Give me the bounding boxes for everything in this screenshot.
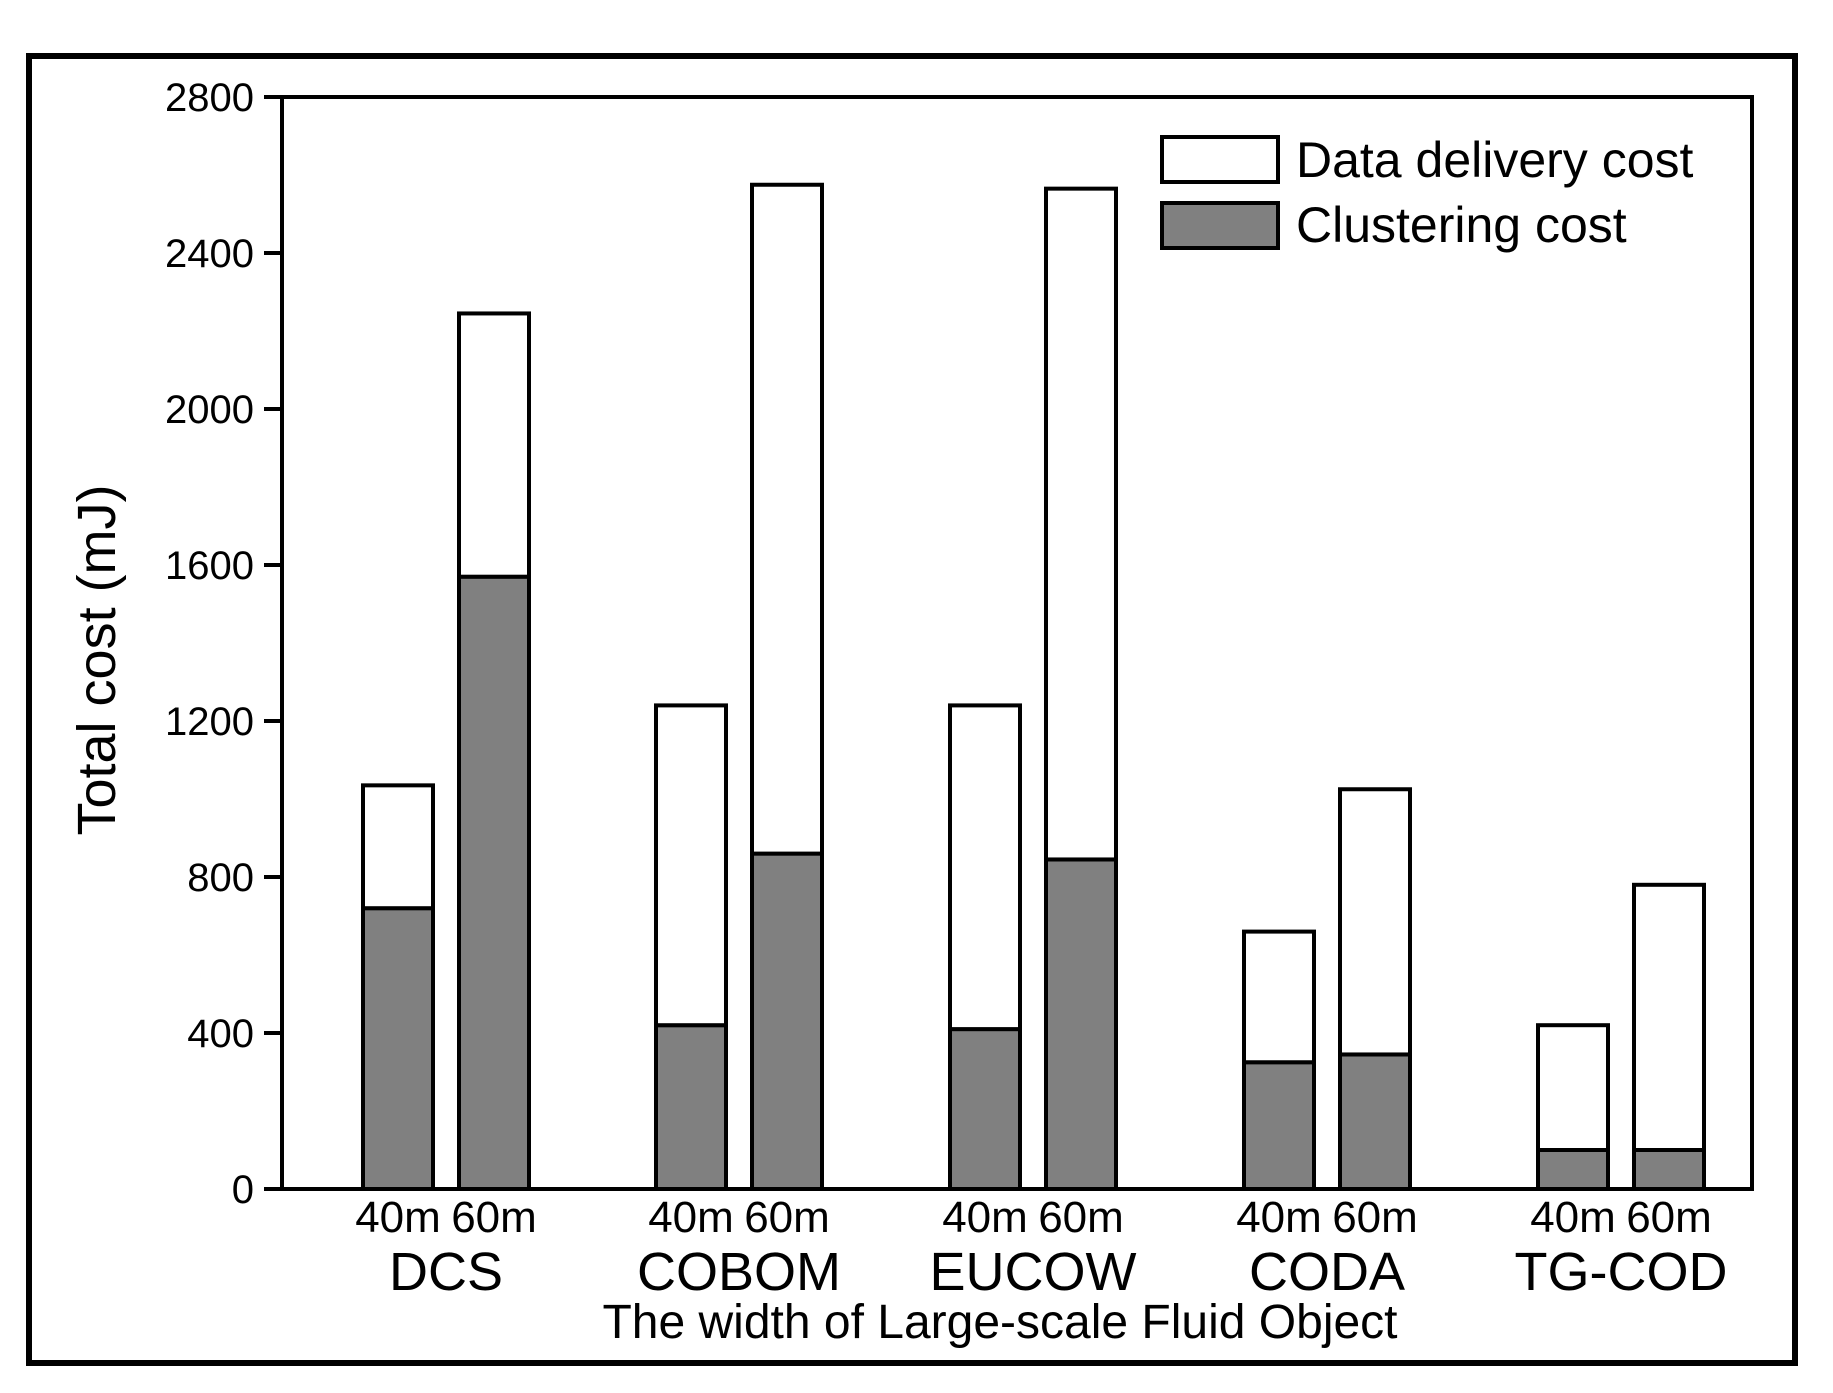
x-sub-label: 60m	[1332, 1193, 1418, 1242]
y-tick-label: 1200	[165, 700, 254, 744]
x-group-label: EUCOW	[930, 1242, 1137, 1302]
legend-label-data-delivery: Data delivery cost	[1296, 132, 1693, 188]
x-sub-label: 40m	[1530, 1193, 1616, 1242]
x-group-label: CODA	[1249, 1242, 1405, 1302]
x-sub-label: 60m	[1626, 1193, 1712, 1242]
x-group-label: DCS	[389, 1242, 503, 1302]
bar-dcs-40m-data-delivery	[361, 783, 435, 911]
legend: Data delivery cost Clustering cost	[1160, 132, 1693, 253]
bar-tg-cod-60m-data-delivery	[1632, 882, 1706, 1152]
x-sub-label: 40m	[1236, 1193, 1322, 1242]
x-group-label: COBOM	[637, 1242, 841, 1302]
bar-dcs-60m-data-delivery	[457, 311, 531, 579]
y-tick-label: 2400	[165, 232, 254, 276]
bar-cobom-60m-data-delivery	[750, 182, 824, 856]
bar-cobom-60m-clustering	[750, 851, 824, 1191]
x-sub-label: 60m	[1038, 1193, 1124, 1242]
bar-eucow-40m-clustering	[948, 1027, 1022, 1191]
bar-coda-60m-clustering	[1338, 1052, 1412, 1191]
bar-tg-cod-40m-clustering	[1536, 1148, 1610, 1191]
x-sub-label: 60m	[451, 1193, 537, 1242]
y-tick-label: 2000	[165, 388, 254, 432]
bar-dcs-60m-clustering	[457, 574, 531, 1191]
bar-cobom-40m-data-delivery	[654, 703, 728, 1028]
y-tick-label: 1600	[165, 544, 254, 588]
bar-eucow-40m-data-delivery	[948, 703, 1022, 1032]
bar-coda-40m-data-delivery	[1242, 929, 1316, 1065]
y-tick-label: 2800	[165, 76, 254, 120]
x-axis-title: The width of Large-scale Fluid Object	[602, 1296, 1397, 1349]
bars	[361, 182, 1706, 1191]
x-sub-label: 40m	[355, 1193, 441, 1242]
legend-label-clustering: Clustering cost	[1296, 197, 1627, 253]
x-group-label: TG-COD	[1515, 1242, 1728, 1302]
bar-coda-40m-clustering	[1242, 1060, 1316, 1191]
y-tick-label: 0	[232, 1168, 254, 1212]
bar-eucow-60m-clustering	[1044, 857, 1118, 1191]
y-tick-label: 400	[187, 1012, 254, 1056]
bar-tg-cod-40m-data-delivery	[1536, 1023, 1610, 1152]
bar-tg-cod-60m-clustering	[1632, 1148, 1706, 1191]
bar-dcs-40m-clustering	[361, 906, 435, 1191]
bar-coda-60m-data-delivery	[1338, 787, 1412, 1057]
y-axis-ticks: 0 400 800 1200 1600 2000 2400 2800	[165, 76, 282, 1212]
x-sub-label: 60m	[744, 1193, 830, 1242]
plot-area-border	[280, 95, 1754, 1191]
bar-cobom-40m-clustering	[654, 1023, 728, 1191]
x-sub-label: 40m	[942, 1193, 1028, 1242]
chart-frame	[26, 53, 1798, 1366]
legend-swatch-clustering	[1160, 201, 1280, 250]
y-tick-label: 800	[187, 856, 254, 900]
x-sub-label: 40m	[648, 1193, 734, 1242]
bar-eucow-60m-data-delivery	[1044, 186, 1118, 862]
y-axis-title: Total cost (mJ)	[67, 484, 127, 835]
legend-swatch-data-delivery	[1160, 135, 1280, 184]
